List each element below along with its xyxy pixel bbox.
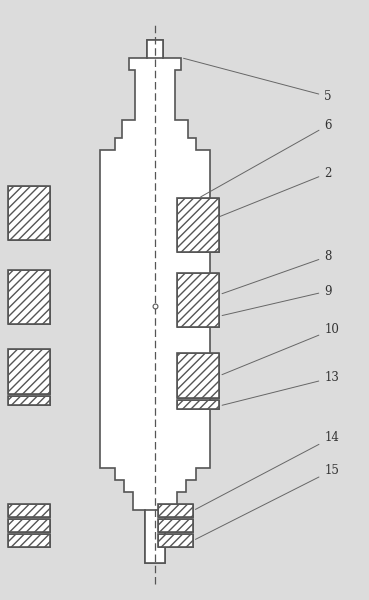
Bar (145, 509, 165, 563)
Bar (8, 186, 50, 240)
Bar (8, 186, 50, 240)
Bar (158, 504, 193, 517)
Bar (158, 519, 193, 532)
Bar (8, 519, 50, 532)
Bar (177, 273, 220, 327)
Bar (8, 186, 50, 240)
Bar (177, 400, 220, 409)
Bar (8, 534, 50, 547)
Bar (8, 349, 50, 394)
Bar (177, 353, 220, 398)
Bar (8, 349, 50, 394)
Bar (8, 504, 50, 517)
Text: 5: 5 (183, 58, 332, 103)
Bar (158, 534, 193, 547)
Bar (158, 504, 193, 517)
Bar (8, 270, 50, 324)
Text: 10: 10 (222, 323, 339, 374)
Bar (177, 198, 220, 252)
Bar (8, 270, 50, 324)
Bar (8, 519, 50, 532)
Bar (8, 396, 50, 405)
Bar (8, 534, 50, 547)
Text: 14: 14 (196, 431, 339, 509)
Bar (158, 519, 193, 532)
Text: 8: 8 (222, 250, 332, 293)
Bar (158, 504, 193, 517)
Bar (8, 519, 50, 532)
Bar (177, 273, 220, 327)
Bar (177, 198, 220, 252)
Bar (177, 198, 220, 252)
Bar (8, 396, 50, 405)
Text: 6: 6 (201, 119, 332, 197)
Bar (177, 400, 220, 409)
Text: 13: 13 (222, 371, 339, 405)
Bar (177, 353, 220, 398)
Text: 15: 15 (196, 464, 339, 539)
Bar (147, 40, 163, 58)
Bar (158, 534, 193, 547)
Bar (158, 519, 193, 532)
Bar (8, 270, 50, 324)
Bar (177, 273, 220, 327)
Bar (8, 504, 50, 517)
Bar (177, 353, 220, 398)
Text: 2: 2 (201, 167, 332, 224)
Bar (8, 534, 50, 547)
Bar (8, 349, 50, 394)
Bar (8, 396, 50, 405)
Polygon shape (100, 40, 210, 563)
Bar (177, 400, 220, 409)
Text: 9: 9 (222, 284, 332, 316)
Bar (8, 504, 50, 517)
Bar (158, 534, 193, 547)
